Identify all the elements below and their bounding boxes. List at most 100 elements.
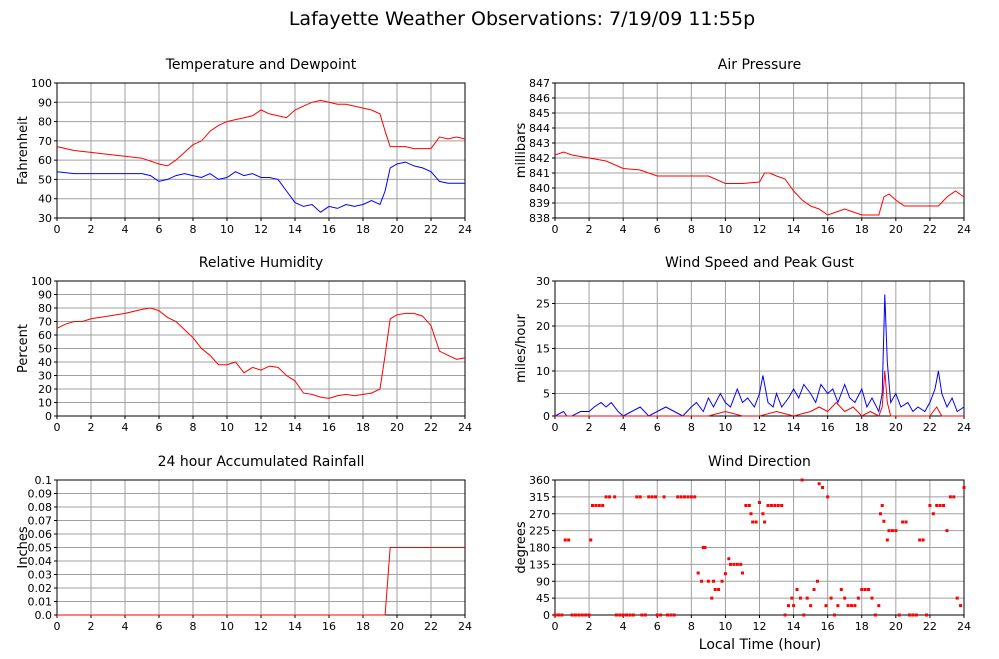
data-point xyxy=(894,529,898,533)
data-point xyxy=(703,546,707,549)
data-point xyxy=(556,613,560,617)
data-point xyxy=(570,613,574,617)
x-tick-label: 22 xyxy=(923,620,937,633)
data-point xyxy=(676,495,680,499)
x-tick-label: 6 xyxy=(654,620,661,633)
x-tick-label: 2 xyxy=(586,620,593,633)
y-tick-label: 30 xyxy=(38,212,52,225)
y-tick-label: 80 xyxy=(38,116,52,129)
y-tick-label: 0.06 xyxy=(28,528,53,541)
x-tick-label: 18 xyxy=(356,421,370,434)
y-tick-label: 30 xyxy=(536,275,550,288)
x-tick-label: 24 xyxy=(458,223,472,236)
data-point xyxy=(878,512,882,516)
x-tick-label: 0 xyxy=(552,223,559,236)
data-point xyxy=(877,604,881,608)
chart-title: Relative Humidity xyxy=(199,255,323,271)
data-point xyxy=(693,495,697,499)
data-point xyxy=(870,596,874,600)
data-point xyxy=(904,520,908,524)
y-axis-label: miles/hour xyxy=(514,313,529,382)
y-tick-label: 842 xyxy=(529,152,550,165)
x-tick-label: 8 xyxy=(688,620,695,633)
y-axis-label: degrees xyxy=(514,521,529,574)
y-tick-label: 70 xyxy=(38,316,52,329)
data-point xyxy=(589,538,593,542)
data-point xyxy=(817,482,821,486)
data-point xyxy=(594,504,598,507)
y-tick-label: 45 xyxy=(536,592,550,605)
data-point xyxy=(608,495,612,499)
y-tick-label: 0.0 xyxy=(35,609,53,622)
data-point xyxy=(880,504,884,507)
data-point xyxy=(798,596,802,600)
x-tick-label: 14 xyxy=(787,620,801,633)
x-tick-label: 14 xyxy=(787,223,801,236)
y-tick-label: 847 xyxy=(529,77,550,90)
x-tick-label: 10 xyxy=(220,620,234,633)
y-tick-label: 15 xyxy=(536,343,550,356)
data-point xyxy=(776,504,780,507)
y-tick-label: 20 xyxy=(38,383,52,396)
x-tick-label: 12 xyxy=(753,620,767,633)
x-tick-label: 12 xyxy=(254,223,268,236)
x-tick-label: 8 xyxy=(190,421,197,434)
data-point xyxy=(882,519,886,523)
x-tick-label: 20 xyxy=(390,223,404,236)
x-tick-label: 18 xyxy=(356,223,370,236)
y-tick-label: 5 xyxy=(543,388,550,401)
x-tick-label: 0 xyxy=(54,223,61,236)
data-point xyxy=(887,529,891,533)
x-tick-label: 16 xyxy=(322,421,336,434)
data-point xyxy=(925,613,929,617)
data-point xyxy=(800,478,804,482)
x-tick-label: 22 xyxy=(923,223,937,236)
y-tick-label: 0.05 xyxy=(28,542,53,555)
y-tick-label: 50 xyxy=(38,173,52,186)
data-point xyxy=(821,486,825,489)
data-point xyxy=(809,604,813,608)
data-point xyxy=(952,495,956,499)
data-point xyxy=(805,596,809,600)
data-point xyxy=(614,613,618,617)
y-tick-label: 360 xyxy=(529,474,550,487)
data-point xyxy=(625,613,629,617)
y-tick-label: 25 xyxy=(536,298,550,311)
data-point xyxy=(713,588,717,591)
data-point xyxy=(935,504,939,507)
y-tick-label: 180 xyxy=(529,542,550,555)
x-tick-label: 6 xyxy=(654,223,661,236)
data-point xyxy=(590,504,594,507)
y-tick-label: 50 xyxy=(38,343,52,356)
data-point xyxy=(783,613,787,617)
x-tick-label: 22 xyxy=(424,223,438,236)
x-tick-label: 10 xyxy=(718,421,732,434)
data-point xyxy=(824,604,828,608)
x-tick-label: 2 xyxy=(88,421,95,434)
x-tick-label: 10 xyxy=(718,223,732,236)
x-tick-label: 2 xyxy=(88,223,95,236)
y-tick-label: 135 xyxy=(529,558,550,571)
data-point xyxy=(955,596,959,600)
data-point xyxy=(727,557,731,561)
data-point xyxy=(723,572,727,576)
x-tick-label: 22 xyxy=(424,620,438,633)
x-tick-label: 12 xyxy=(254,421,268,434)
x-tick-label: 2 xyxy=(586,223,593,236)
x-tick-label: 0 xyxy=(54,421,61,434)
data-point xyxy=(843,596,847,600)
data-point xyxy=(860,588,864,591)
x-tick-label: 0 xyxy=(552,421,559,434)
y-tick-label: 0.01 xyxy=(28,596,53,609)
data-point xyxy=(563,538,567,542)
data-point xyxy=(853,604,857,608)
series-line xyxy=(56,307,466,399)
data-point xyxy=(701,546,705,549)
data-point xyxy=(839,588,843,591)
y-tick-label: 0 xyxy=(543,609,550,622)
data-point xyxy=(766,504,770,507)
x-tick-label: 20 xyxy=(889,223,903,236)
y-axis-label: Percent xyxy=(16,324,31,373)
